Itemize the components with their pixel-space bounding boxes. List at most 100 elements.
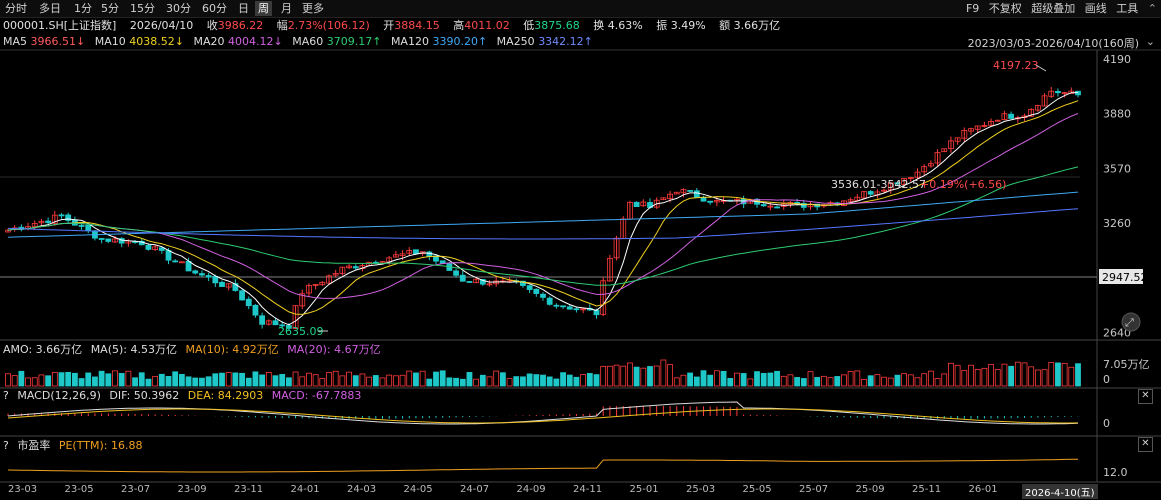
volume-bar bbox=[513, 376, 520, 387]
period-tab-day[interactable]: 日 bbox=[238, 2, 249, 15]
volume-bar bbox=[754, 371, 760, 387]
volume-bar bbox=[553, 378, 560, 387]
volume-bar bbox=[747, 378, 754, 387]
volume-bar bbox=[406, 370, 413, 387]
candle-body bbox=[713, 200, 720, 203]
no-adjust-button[interactable]: 不复权 bbox=[988, 2, 1022, 15]
volume-bar bbox=[1034, 369, 1041, 387]
dropdown-chevron-icon[interactable]: ⌄ bbox=[1145, 35, 1155, 48]
amplitude-value: 3.49% bbox=[670, 19, 706, 32]
period-tab-intraday[interactable]: 分时 bbox=[5, 2, 27, 15]
volume-bar bbox=[1055, 362, 1061, 387]
ma20-legend: MA20 4004.12↓ bbox=[193, 35, 283, 48]
period-tab-month[interactable]: 月 bbox=[281, 2, 292, 15]
low-annotation: 2635.09 bbox=[278, 325, 324, 338]
candle-body bbox=[774, 206, 780, 209]
candle-body bbox=[767, 205, 774, 208]
candle-body bbox=[205, 275, 212, 278]
candle-body bbox=[479, 279, 486, 285]
period-tab-1min[interactable]: 1分 bbox=[74, 2, 92, 15]
candle-body bbox=[593, 309, 600, 316]
zoom-icon-bg[interactable] bbox=[1121, 312, 1141, 332]
pe-legend: ? 市盈率 PE(TTM): 16.88 bbox=[3, 437, 147, 453]
candle-body bbox=[881, 189, 887, 192]
candle-body bbox=[473, 278, 480, 284]
ma120-legend: MA120 3390.20↑ bbox=[390, 35, 488, 48]
date-tick-label: 24-11 bbox=[573, 484, 603, 495]
volume-bar bbox=[613, 364, 620, 387]
period-tab-week[interactable]: 周 bbox=[255, 1, 272, 16]
volume-bar bbox=[239, 372, 245, 387]
date-tick-label: 24-09 bbox=[516, 484, 546, 495]
volume-bar bbox=[861, 378, 867, 387]
pe-help-icon[interactable]: ? bbox=[3, 439, 9, 452]
zoom-icon[interactable]: ⤢ bbox=[1125, 316, 1134, 329]
f9-button[interactable]: F9 bbox=[965, 2, 980, 15]
candle-body bbox=[1008, 113, 1015, 119]
volume-bar bbox=[874, 374, 881, 387]
candle-body bbox=[145, 244, 152, 250]
macd-dif-line bbox=[7, 401, 1079, 425]
volume-bar bbox=[31, 377, 38, 387]
candle-body bbox=[65, 214, 72, 221]
volume-bar bbox=[125, 370, 132, 387]
candle-body bbox=[800, 203, 807, 208]
candle-body bbox=[158, 247, 165, 251]
open-label: 开 bbox=[383, 19, 395, 32]
macd-axis-zero: 0 bbox=[1103, 417, 1110, 430]
volume-bar bbox=[827, 377, 834, 387]
date-tick-label: 25-05 bbox=[742, 484, 772, 495]
candle-body bbox=[693, 190, 700, 198]
tools-button[interactable]: 工具 bbox=[1116, 2, 1139, 15]
date-tick-label: 24-07 bbox=[460, 484, 490, 495]
candle-body bbox=[292, 305, 299, 329]
ma-line-ma250 bbox=[7, 208, 1079, 240]
volume-bar bbox=[680, 374, 687, 387]
candle-body bbox=[981, 124, 988, 127]
candle-body bbox=[352, 266, 359, 269]
volume-bar bbox=[841, 374, 847, 387]
date-tick-label: 23-09 bbox=[177, 484, 207, 495]
volume-bar bbox=[520, 376, 526, 387]
ma-line-ma120 bbox=[7, 191, 1079, 238]
draw-line-button[interactable]: 画线 bbox=[1084, 2, 1107, 15]
candle-body bbox=[566, 306, 573, 310]
candle-body bbox=[914, 171, 921, 178]
period-tab-more[interactable]: 更多 bbox=[302, 2, 324, 15]
collapse-icon[interactable]: ⌃ bbox=[1147, 2, 1157, 15]
candle-body bbox=[58, 214, 65, 217]
period-tab-5min[interactable]: 5分 bbox=[101, 2, 119, 15]
volume-bar bbox=[807, 371, 814, 387]
candle-body bbox=[1001, 113, 1008, 121]
period-tab-15min[interactable]: 15分 bbox=[130, 2, 155, 15]
volume-bar bbox=[981, 367, 988, 387]
period-tab-60min[interactable]: 60分 bbox=[202, 2, 227, 15]
super-overlay-button[interactable]: 超级叠加 bbox=[1031, 2, 1076, 15]
quote-date: 2026/04/10 bbox=[129, 19, 194, 32]
pe-close-icon[interactable]: ✕ bbox=[1138, 437, 1153, 452]
volume-bar bbox=[332, 370, 339, 387]
period-toolbar: 分时 多日 1分 5分 15分 30分 60分 日 周 月 更多 F9 不复权 … bbox=[0, 0, 1161, 18]
volume-bar bbox=[660, 359, 667, 387]
volume-bar bbox=[192, 377, 199, 387]
period-tab-multiday[interactable]: 多日 bbox=[39, 2, 61, 15]
volume-bar bbox=[600, 365, 607, 387]
volume-bar bbox=[486, 376, 493, 387]
volume-bar bbox=[426, 378, 433, 387]
candle-body bbox=[994, 119, 1001, 122]
volume-bar bbox=[466, 372, 473, 387]
macd-help-icon[interactable]: ? bbox=[3, 389, 9, 402]
volume-bar bbox=[165, 376, 172, 387]
volume-bar bbox=[914, 377, 921, 387]
candle-body bbox=[165, 250, 172, 261]
macd-close-icon[interactable]: ✕ bbox=[1138, 389, 1153, 404]
candle-body bbox=[854, 196, 861, 201]
volume-bar bbox=[540, 374, 546, 387]
period-tab-30min[interactable]: 30分 bbox=[166, 2, 191, 15]
volume-bar bbox=[413, 372, 419, 387]
macd-dea: DEA: 84.2903 bbox=[187, 389, 264, 402]
candle-body bbox=[172, 260, 179, 263]
volume-bar bbox=[265, 371, 272, 387]
price-tick-label: 2640 bbox=[1103, 326, 1131, 339]
